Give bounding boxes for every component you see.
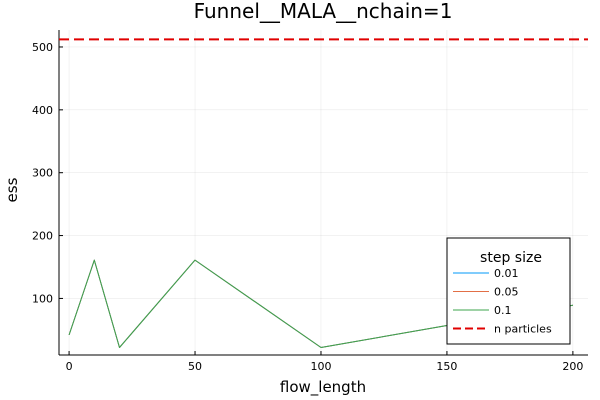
legend-items: 0.01 0.05 0.1 n particles [453, 267, 552, 336]
legend-label-2: 0.1 [494, 304, 512, 317]
x-ticks: 0 50 100 150 200 [66, 351, 583, 373]
y-tick-label: 400 [32, 104, 53, 117]
x-tick-label: 200 [562, 360, 583, 373]
chart-title: Funnel__MALA__nchain=1 [194, 0, 453, 23]
legend-label-3: n particles [494, 323, 552, 336]
y-tick-label: 300 [32, 167, 53, 180]
x-tick-label: 150 [436, 360, 457, 373]
y-ticks: 100 200 300 400 500 [32, 41, 63, 305]
legend-title: step size [480, 250, 542, 266]
y-tick-label: 500 [32, 41, 53, 54]
y-tick-label: 200 [32, 230, 53, 243]
legend: step size 0.01 0.05 0.1 n particles [446, 237, 571, 345]
grid [59, 30, 588, 355]
y-tick-label: 100 [32, 292, 53, 305]
legend-label-1: 0.05 [494, 286, 519, 299]
x-tick-label: 100 [310, 360, 331, 373]
x-tick-label: 0 [66, 360, 73, 373]
y-axis-label: ess [3, 177, 21, 202]
x-axis-label: flow_length [280, 378, 366, 397]
legend-label-0: 0.01 [494, 267, 519, 280]
x-tick-label: 50 [188, 360, 202, 373]
plot-frame [58, 30, 588, 356]
